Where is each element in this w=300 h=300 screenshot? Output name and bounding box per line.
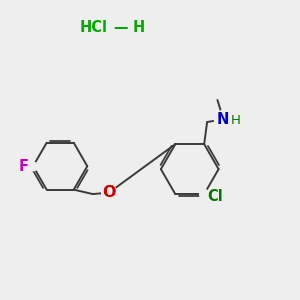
Text: O: O bbox=[102, 185, 116, 200]
Text: Cl: Cl bbox=[208, 189, 224, 204]
Text: N: N bbox=[216, 112, 229, 127]
Text: —: — bbox=[113, 20, 128, 35]
Text: H: H bbox=[132, 20, 145, 35]
Text: O: O bbox=[102, 185, 116, 200]
Text: HCl: HCl bbox=[79, 20, 107, 35]
Text: F: F bbox=[19, 159, 29, 174]
Text: H: H bbox=[231, 114, 241, 127]
